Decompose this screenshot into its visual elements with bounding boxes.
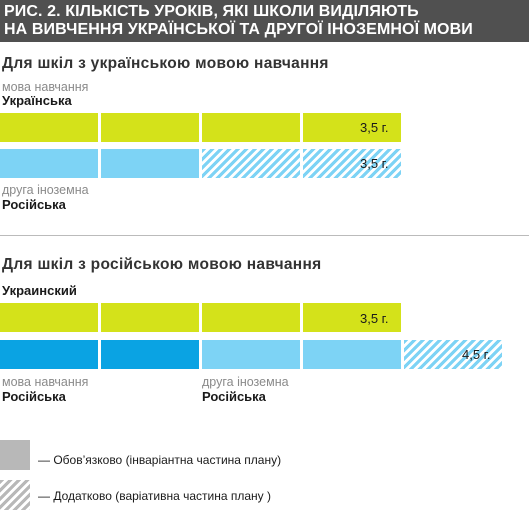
s1-row2-segment bbox=[0, 149, 98, 178]
s2-row2-segment bbox=[0, 340, 98, 369]
s1-row1-top-label: мова навчання bbox=[2, 80, 89, 94]
s2-bottom-label-1: мова навчання bbox=[2, 375, 89, 389]
s1-row1-segment bbox=[303, 113, 401, 142]
s1-row2-value: 3,5 г. bbox=[360, 156, 389, 171]
s1-row2-bottom-label: друга іноземна bbox=[2, 183, 89, 197]
s1-row1-segment bbox=[202, 113, 300, 142]
section-divider bbox=[0, 235, 529, 236]
s2-row1-segment bbox=[101, 303, 199, 332]
s1-row2-optional-segment bbox=[202, 149, 300, 178]
s2-bottom-name-2: Російська bbox=[202, 389, 266, 404]
legend-solid-swatch bbox=[0, 440, 30, 470]
figure-header: РИС. 2. КІЛЬКІСТЬ УРОКІВ, ЯКІ ШКОЛИ ВИДІ… bbox=[0, 0, 529, 42]
s2-row1-name: Украинский bbox=[2, 283, 77, 298]
s1-row1-name: Українська bbox=[2, 93, 72, 108]
s2-row2-optional-segment bbox=[404, 340, 502, 369]
section-1-title: Для шкіл з українською мовою навчання bbox=[2, 55, 329, 72]
s2-row1-segment bbox=[202, 303, 300, 332]
section-2-title: Для шкіл з російською мовою навчання bbox=[2, 256, 322, 273]
legend-hatched-text: — Додатково (варіативна частина плану ) bbox=[38, 489, 271, 503]
s2-bottom-name-1: Російська bbox=[2, 389, 66, 404]
s2-bottom-label-2: друга іноземна bbox=[202, 375, 289, 389]
s1-row2-optional-segment bbox=[303, 149, 401, 178]
s1-row1-segment bbox=[0, 113, 98, 142]
legend-solid-text: — Обов’язково (інваріантна частина плану… bbox=[38, 453, 282, 467]
s1-row2-name: Російська bbox=[2, 197, 66, 212]
header-line-2: НА ВИВЧЕННЯ УКРАЇНСЬКОЇ ТА ДРУГОЇ ІНОЗЕМ… bbox=[4, 21, 473, 38]
s1-row1-segment bbox=[101, 113, 199, 142]
s2-row1-segment bbox=[0, 303, 98, 332]
s2-row2-segment bbox=[303, 340, 401, 369]
s1-row2-segment bbox=[101, 149, 199, 178]
legend-hatched-swatch bbox=[0, 480, 30, 510]
s2-row2-value: 4,5 г. bbox=[462, 347, 491, 362]
s2-row2-segment bbox=[101, 340, 199, 369]
s2-row1-segment bbox=[303, 303, 401, 332]
s2-row1-value: 3,5 г. bbox=[360, 311, 389, 326]
s2-row2-segment bbox=[202, 340, 300, 369]
header-line-1: РИС. 2. КІЛЬКІСТЬ УРОКІВ, ЯКІ ШКОЛИ ВИДІ… bbox=[4, 3, 419, 20]
s1-row1-value: 3,5 г. bbox=[360, 120, 389, 135]
